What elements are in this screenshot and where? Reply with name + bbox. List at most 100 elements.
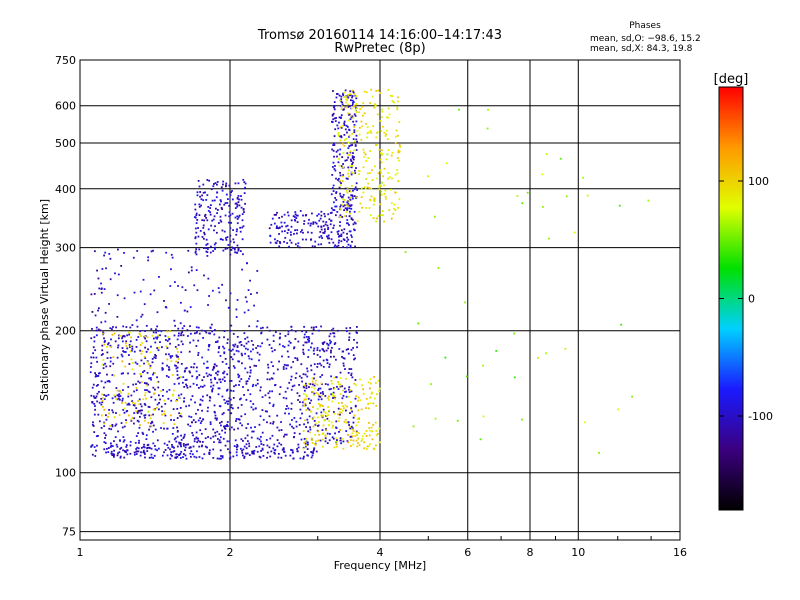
data-point — [342, 109, 344, 111]
data-point — [226, 342, 228, 344]
data-point — [136, 387, 138, 389]
data-point — [118, 274, 120, 276]
data-point — [273, 421, 275, 423]
data-point — [124, 408, 126, 410]
data-point — [137, 420, 139, 422]
data-point — [367, 157, 369, 159]
data-point — [302, 215, 304, 217]
data-point — [240, 438, 242, 440]
data-point — [288, 356, 290, 358]
data-point — [393, 204, 395, 206]
data-point — [96, 445, 98, 447]
data-point — [291, 419, 293, 421]
data-point — [199, 186, 201, 188]
data-point — [376, 435, 378, 437]
data-point — [303, 430, 305, 432]
data-point — [306, 376, 308, 378]
data-point — [319, 231, 321, 233]
data-point — [272, 447, 274, 449]
data-point — [130, 445, 132, 447]
data-point — [337, 149, 339, 151]
data-point — [123, 383, 125, 385]
data-point — [184, 310, 186, 312]
data-point — [305, 239, 307, 241]
data-point — [110, 361, 112, 363]
data-point — [252, 409, 254, 411]
data-point — [201, 198, 203, 200]
data-point — [125, 340, 127, 342]
data-point — [93, 340, 95, 342]
data-point — [212, 290, 214, 292]
data-point — [193, 366, 195, 368]
data-point — [341, 412, 343, 414]
data-point — [334, 398, 336, 400]
data-point — [356, 149, 358, 151]
data-point — [235, 234, 237, 236]
data-point — [205, 247, 207, 249]
data-point — [303, 353, 305, 355]
data-point — [236, 252, 238, 254]
data-point — [120, 392, 122, 394]
data-point — [136, 339, 138, 341]
data-point — [147, 372, 149, 374]
data-point — [229, 211, 231, 213]
data-point — [217, 458, 219, 460]
data-point — [158, 276, 160, 278]
data-point — [219, 405, 221, 407]
data-point — [223, 399, 225, 401]
data-point — [325, 412, 327, 414]
data-point — [111, 451, 113, 453]
data-point — [137, 381, 139, 383]
data-point — [349, 327, 351, 329]
data-point — [283, 436, 285, 438]
data-point — [291, 226, 293, 228]
data-point — [349, 165, 351, 167]
data-point — [302, 458, 304, 460]
data-point — [391, 202, 393, 204]
data-point — [353, 150, 355, 152]
data-point — [150, 414, 152, 416]
data-point — [133, 257, 135, 259]
data-point — [220, 425, 222, 427]
data-point — [121, 354, 123, 356]
data-point — [117, 347, 119, 349]
data-point — [396, 169, 398, 171]
data-point — [241, 354, 243, 356]
data-point — [285, 368, 287, 370]
data-point — [322, 439, 324, 441]
data-point — [347, 157, 349, 159]
data-point — [110, 442, 112, 444]
data-point — [187, 387, 189, 389]
data-point — [125, 326, 127, 328]
data-point — [352, 155, 354, 157]
data-point — [382, 214, 384, 216]
data-point — [335, 437, 337, 439]
data-point — [230, 241, 232, 243]
data-point — [102, 353, 104, 355]
data-point — [189, 453, 191, 455]
data-point — [188, 405, 190, 407]
data-point — [100, 404, 102, 406]
data-point — [116, 444, 118, 446]
data-point — [344, 121, 346, 123]
data-point — [130, 340, 132, 342]
data-point — [336, 439, 338, 441]
data-point — [350, 245, 352, 247]
data-point — [304, 385, 306, 387]
data-point — [122, 325, 124, 327]
data-point — [375, 220, 377, 222]
data-point — [144, 453, 146, 455]
data-point — [221, 207, 223, 209]
data-point — [353, 430, 355, 432]
data-point — [110, 428, 112, 430]
data-point — [335, 192, 337, 194]
data-point — [273, 444, 275, 446]
data-point — [355, 398, 357, 400]
data-point — [239, 380, 241, 382]
data-point — [345, 188, 347, 190]
data-point — [163, 451, 165, 453]
data-point — [362, 102, 364, 104]
data-point — [159, 399, 161, 401]
data-point — [383, 132, 385, 134]
data-point — [303, 344, 305, 346]
